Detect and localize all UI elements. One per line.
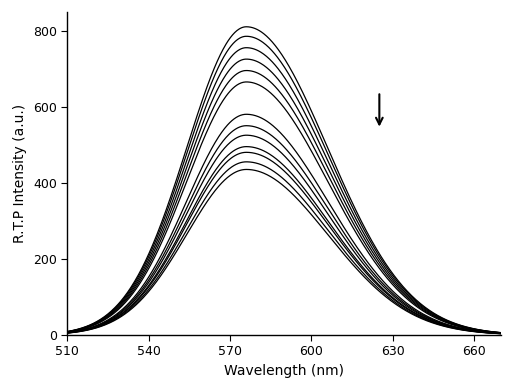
- Y-axis label: R.T.P Intensity (a.u.): R.T.P Intensity (a.u.): [13, 104, 27, 243]
- X-axis label: Wavelength (nm): Wavelength (nm): [224, 364, 344, 378]
